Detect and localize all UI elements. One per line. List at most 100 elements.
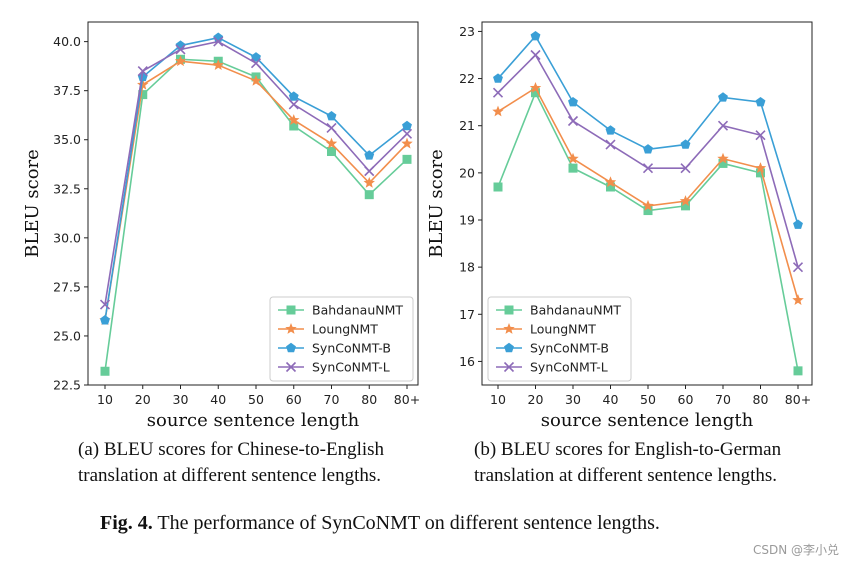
chart-b-ytick-label: 21 [459, 118, 475, 133]
chart-a-ytick-label: 40.0 [53, 34, 81, 49]
chart-b-point-synconmt-b [643, 144, 653, 154]
chart-a-point-bahdanaunmt [402, 154, 412, 164]
chart-b-point-synconmt-b [718, 92, 728, 102]
chart-a-point-bahdanaunmt [138, 90, 148, 100]
chart-a-xtick-label: 60 [286, 392, 302, 407]
chart-a-chinese-english: 22.5 25.0 27.5 30.0 32.5 35.0 37.5 40.0 10 20 30 40… [22, 21, 420, 431]
chart-a-point-synconmt-l [288, 99, 299, 110]
chart-b-point-bahdanaunmt [493, 182, 503, 192]
chart-b-xtick-label: 80 [753, 392, 769, 407]
chart-a-point-loungnmt [174, 55, 187, 67]
chart-a-point-loungnmt [212, 59, 224, 71]
chart-a-xtick-label: 50 [248, 392, 264, 407]
chart-a-legend-label: SynCoNMT-L [312, 360, 390, 375]
chart-a-ytick-label: 30.0 [53, 230, 81, 245]
chart-b-point-synconmt-b [680, 139, 691, 149]
chart-b-point-bahdanaunmt [718, 158, 728, 168]
chart-b-point-bahdanaunmt [681, 201, 690, 211]
chart-b-series-synconmt-l [492, 49, 804, 273]
chart-b-point-synconmt-l [792, 262, 804, 273]
chart-b-point-synconmt-b [493, 73, 503, 83]
chart-b-legend-box [487, 296, 632, 382]
chart-b-line-synconmt-b [497, 34, 799, 225]
chart-b-ytick-label: 17 [459, 307, 475, 322]
chart-b-point-bahdanaunmt [756, 168, 765, 178]
chart-b-line-loungnmt [497, 86, 799, 301]
chart-a-axes-frame [87, 21, 419, 386]
chart-b-ytick-label: 18 [459, 260, 475, 275]
chart-a-xtick-label: 30 [173, 392, 189, 407]
chart-a-point-synconmt-b [402, 120, 412, 131]
chart-b-xtick-label: 30 [565, 392, 581, 407]
chart-a-point-bahdanaunmt [289, 121, 299, 131]
chart-b-legend: BahdanauNMT LoungNMT SynCoNMT-B SynCoNMT-L [487, 296, 632, 382]
chart-b-point-synconmt-b [605, 125, 616, 135]
chart-b-point-synconmt-b [755, 96, 766, 107]
chart-a-ytick-label: 22.5 [53, 378, 81, 393]
chart-a-point-bahdanaunmt [100, 366, 110, 376]
chart-a-legend-marker [285, 323, 297, 334]
chart-a-legend-marker [285, 361, 297, 373]
chart-b-ytick-label: 19 [459, 213, 475, 228]
chart-a-xtick-label: 40 [210, 392, 226, 407]
chart-a-point-loungnmt [288, 114, 300, 125]
chart-a-point-synconmt-b [288, 91, 299, 101]
chart-a-xlabel: source sentence length [147, 410, 360, 431]
chart-a-point-bahdanaunmt [327, 147, 336, 157]
chart-b-legend-marker [503, 361, 515, 373]
chart-a-series-loungnmt [99, 55, 413, 326]
chart-b-point-loungnmt [567, 152, 579, 164]
chart-b-xtick-label: 50 [640, 392, 656, 407]
chart-a-xtick-label: 80 [361, 392, 377, 407]
chart-a-ytick-label: 25.0 [53, 328, 81, 343]
chart-b-point-loungnmt [604, 176, 617, 188]
chart-b-legend-marker [504, 305, 514, 315]
chart-a-ylabel: BLEU score [22, 149, 43, 258]
chart-b-point-loungnmt [492, 105, 504, 117]
chart-b-ylabel: BLEU score [426, 149, 447, 258]
chart-b-point-loungnmt [642, 199, 654, 211]
chart-b-caption: (b) BLEU scores for English-to-German tr… [474, 437, 781, 489]
chart-b-point-synconmt-l [605, 139, 616, 150]
chart-a-legend-box [269, 296, 414, 382]
chart-b-point-loungnmt [529, 82, 542, 93]
chart-b-point-loungnmt [717, 152, 729, 164]
chart-a-legend: BahdanauNMT LoungNMT SynCoNMT-B SynCoNMT-L [269, 296, 414, 382]
chart-a-series-synconmt-l [99, 36, 413, 310]
chart-b-caption-line1: (b) BLEU scores for English-to-German [474, 439, 782, 460]
chart-a-point-synconmt-l [175, 44, 186, 55]
chart-b-series-loungnmt [492, 82, 804, 305]
chart-a-point-loungnmt [363, 176, 375, 188]
chart-b-axes-frame [481, 21, 813, 386]
chart-b-point-synconmt-l [717, 120, 729, 131]
chart-a-point-synconmt-b [100, 315, 110, 325]
figure-caption-label: Fig. 4. [100, 512, 153, 534]
chart-b-line-synconmt-l [497, 53, 799, 268]
chart-a-ytick-label: 32.5 [53, 181, 81, 196]
chart-a-legend-label: BahdanauNMT [312, 303, 403, 318]
chart-a-xtick-label: 10 [97, 392, 113, 407]
chart-a-point-loungnmt [250, 74, 262, 86]
chart-b-ytick-label: 22 [459, 71, 475, 86]
chart-b-ytick-label: 16 [459, 354, 475, 369]
chart-a-legend-marker [286, 342, 296, 353]
chart-b-point-synconmt-l [642, 163, 654, 174]
chart-b-caption-line2: translation at different sentence length… [474, 465, 778, 486]
chart-b-point-synconmt-l [755, 130, 766, 141]
csdn-watermark: CSDN @李小兑 [752, 543, 839, 557]
chart-a-legend-label: SynCoNMT-B [312, 341, 391, 356]
chart-b-ytick-label: 20 [459, 165, 475, 180]
chart-b-point-bahdanaunmt [568, 163, 578, 173]
figure-caption: Fig. 4. The performance of SynCoNMT on d… [100, 512, 660, 535]
chart-a-point-loungnmt [401, 137, 413, 149]
chart-a-caption-line1: (a) BLEU scores for Chinese-to-English [78, 439, 385, 460]
chart-a-line-loungnmt [104, 60, 408, 321]
chart-a-point-synconmt-l [250, 58, 262, 69]
chart-a-point-synconmt-l [99, 299, 111, 310]
chart-b-series-bahdanaunmt [493, 88, 803, 376]
chart-b-point-bahdanaunmt [531, 88, 540, 98]
chart-a-ytick-label: 35.0 [53, 132, 81, 147]
chart-b-point-synconmt-b [530, 30, 541, 41]
chart-a-xtick-label: 70 [324, 392, 340, 407]
chart-b-legend-label: BahdanauNMT [530, 303, 621, 318]
